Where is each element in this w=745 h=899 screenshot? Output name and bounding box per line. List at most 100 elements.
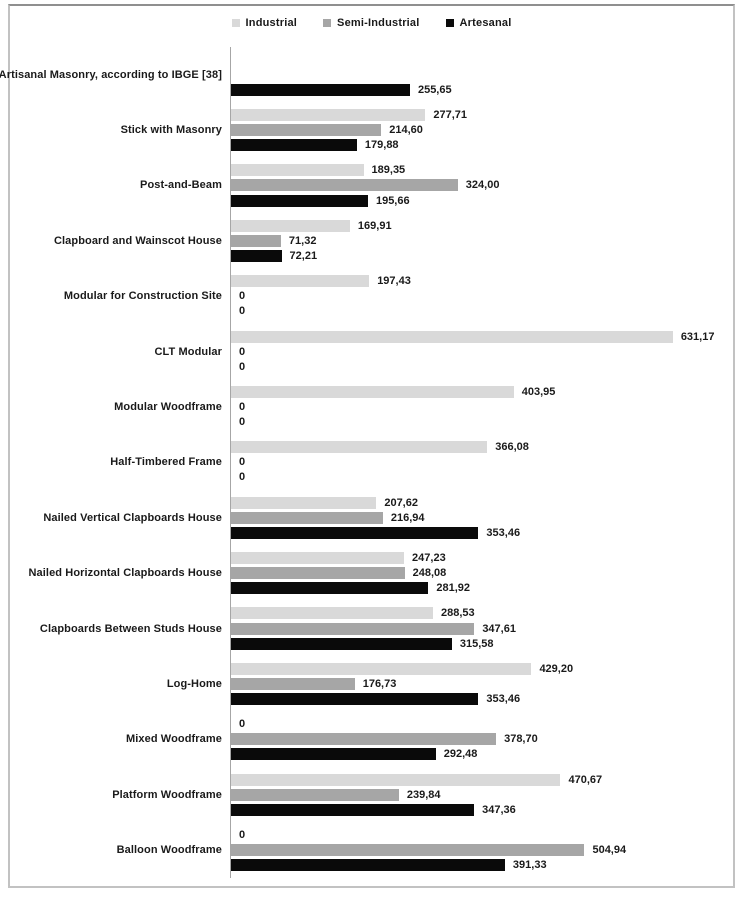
bar bbox=[231, 733, 497, 746]
value-label: 353,46 bbox=[486, 693, 521, 706]
bar bbox=[231, 441, 488, 454]
bar-slot: 255,65 bbox=[231, 82, 733, 97]
bar bbox=[231, 607, 433, 620]
bar-slot: 176,73 bbox=[231, 676, 733, 691]
category-bar-group: 288,53 347,61 315,58 bbox=[230, 600, 733, 657]
bar bbox=[231, 677, 355, 690]
category-row: Nailed Vertical Clapboards House 207,62 … bbox=[10, 490, 733, 546]
bar bbox=[231, 330, 673, 343]
bar-slot: 353,46 bbox=[231, 525, 733, 540]
bar bbox=[231, 622, 475, 635]
category-bar-group: 403,95 0 0 bbox=[230, 379, 733, 435]
category-row: Post-and-Beam 189,35 324,00 195,66 bbox=[10, 157, 733, 214]
value-label: 0 bbox=[239, 360, 246, 373]
bar bbox=[231, 194, 368, 207]
category-bar-group: 189,35 324,00 195,66 bbox=[230, 157, 733, 214]
category-row: Balloon Woodframe 0 504,94 391,33 bbox=[10, 822, 733, 878]
chart-rows: Artisanal Masonry, according to IBGE [38… bbox=[0, 47, 733, 878]
bar-slot: 324,00 bbox=[231, 178, 733, 193]
value-label: 429,20 bbox=[539, 662, 574, 675]
bar-slot: 169,91 bbox=[231, 218, 733, 233]
value-label: 277,71 bbox=[433, 108, 468, 121]
value-label: 179,88 bbox=[364, 139, 399, 152]
bar bbox=[231, 844, 585, 857]
legend-label: Industrial bbox=[245, 17, 298, 29]
bar bbox=[231, 234, 281, 247]
bar bbox=[231, 139, 357, 152]
category-label: Clapboards Between Studs House bbox=[39, 622, 222, 635]
bar-slot bbox=[231, 52, 733, 67]
bar-slot: 347,36 bbox=[231, 802, 733, 817]
category-label: Balloon Woodframe bbox=[116, 844, 222, 857]
value-label: 0 bbox=[239, 456, 246, 469]
legend-item: Industrial bbox=[231, 17, 298, 29]
value-label: 239,84 bbox=[406, 788, 441, 801]
legend-label: Artesanal bbox=[459, 17, 512, 29]
bar bbox=[231, 582, 429, 595]
value-label: 0 bbox=[239, 471, 246, 484]
bar-slot: 248,08 bbox=[231, 566, 733, 581]
bar bbox=[231, 275, 370, 288]
bar-slot: 0 bbox=[231, 304, 733, 319]
bar-slot: 0 bbox=[231, 399, 733, 414]
bar-slot: 0 bbox=[231, 717, 733, 732]
bar-slot: 239,84 bbox=[231, 787, 733, 802]
value-label: 0 bbox=[239, 416, 246, 429]
category-label: Artisanal Masonry, according to IBGE [38… bbox=[0, 68, 222, 81]
bar-slot: 214,60 bbox=[231, 122, 733, 137]
bar-slot: 71,32 bbox=[231, 233, 733, 248]
bar-slot: 403,95 bbox=[231, 384, 733, 399]
category-bar-group: 0 504,94 391,33 bbox=[230, 822, 733, 878]
value-label: 347,61 bbox=[482, 622, 516, 635]
legend-item: Artesanal bbox=[445, 17, 512, 29]
value-label: 315,58 bbox=[459, 637, 494, 650]
category-label: Post-and-Beam bbox=[140, 179, 222, 192]
bar bbox=[231, 803, 475, 816]
bar bbox=[231, 788, 399, 801]
legend-swatch-icon bbox=[231, 19, 240, 27]
value-label: 0 bbox=[239, 718, 246, 731]
category-row: Mixed Woodframe 0 378,70 292,48 bbox=[10, 711, 733, 768]
bar bbox=[231, 637, 452, 650]
bar-slot: 189,35 bbox=[231, 163, 733, 178]
category-row: Modular for Construction Site 197,43 0 0 bbox=[10, 268, 733, 324]
bar-slot: 631,17 bbox=[231, 329, 733, 344]
value-label: 353,46 bbox=[486, 526, 521, 539]
value-label: 0 bbox=[239, 305, 246, 318]
category-row: Stick with Masonry 277,71 214,60 179,88 bbox=[10, 102, 733, 158]
value-label: 72,21 bbox=[289, 249, 318, 262]
bar-chart-figure: Industrial Semi-Industrial Artesanal Art… bbox=[0, 4, 735, 888]
category-bar-group: 207,62 216,94 353,46 bbox=[230, 490, 733, 546]
bar-slot: 0 bbox=[231, 827, 733, 842]
value-label: 248,08 bbox=[412, 567, 447, 580]
bar-slot bbox=[231, 67, 733, 82]
value-label: 0 bbox=[239, 290, 246, 303]
value-label: 504,94 bbox=[592, 844, 627, 857]
category-label: Modular for Construction Site bbox=[63, 290, 222, 303]
value-label: 292,48 bbox=[443, 748, 478, 761]
bar-slot: 0 bbox=[231, 470, 733, 485]
value-label: 176,73 bbox=[362, 677, 397, 690]
bar bbox=[231, 108, 426, 121]
bar-slot: 0 bbox=[231, 455, 733, 470]
category-bar-group: 470,67 239,84 347,36 bbox=[230, 767, 733, 823]
category-label: Half-Timbered Frame bbox=[110, 456, 222, 469]
bar-slot: 195,66 bbox=[231, 193, 733, 208]
category-row: Nailed Horizontal Clapboards House 247,2… bbox=[10, 545, 733, 601]
bar-slot: 216,94 bbox=[231, 510, 733, 525]
category-label: Clapboard and Wainscot House bbox=[53, 234, 222, 247]
category-label: Platform Woodframe bbox=[112, 788, 222, 801]
bar-slot: 315,58 bbox=[231, 636, 733, 651]
value-label: 214,60 bbox=[389, 124, 423, 137]
bar-slot: 247,23 bbox=[231, 551, 733, 566]
value-label: 207,62 bbox=[384, 496, 418, 509]
bar-slot: 378,70 bbox=[231, 732, 733, 747]
bar bbox=[231, 219, 350, 232]
category-row: Log-Home 429,20 176,73 353,46 bbox=[10, 656, 733, 712]
category-row: Modular Woodframe 403,95 0 0 bbox=[10, 379, 733, 435]
bar bbox=[231, 496, 377, 509]
value-label: 169,91 bbox=[357, 219, 392, 232]
value-label: 288,53 bbox=[440, 607, 475, 620]
value-label: 631,17 bbox=[680, 330, 715, 343]
value-label: 195,66 bbox=[375, 194, 410, 207]
